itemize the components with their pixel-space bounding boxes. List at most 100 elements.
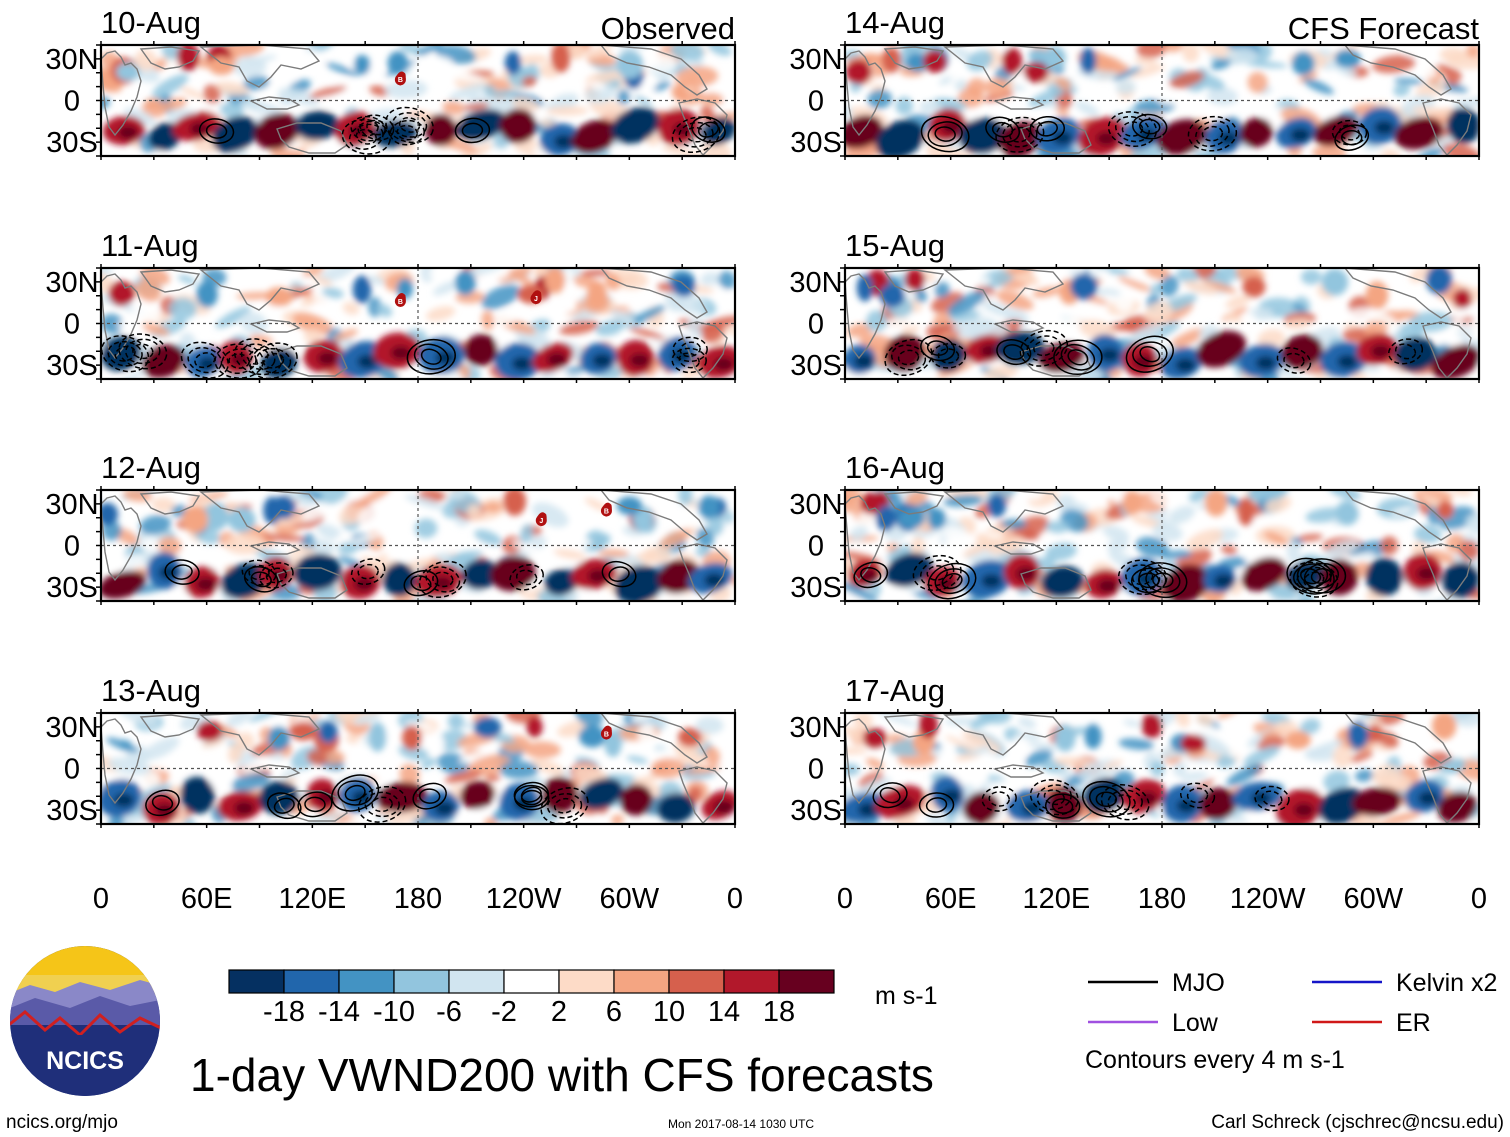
x-tick-label: 60W [1344, 883, 1404, 915]
x-tick-label: 60W [600, 883, 660, 915]
footer-timestamp: Mon 2017-08-14 1030 UTC [668, 1117, 814, 1131]
colorbar-swatch [393, 969, 450, 994]
storm-marker-label: J [539, 518, 543, 525]
colorbar-tick-label: -2 [491, 996, 517, 1028]
storm-marker-label: B [398, 77, 403, 84]
panel-date-label: 11-Aug [101, 228, 199, 263]
x-axes-layer: 0 60E 120E 180 120W 60W 0 0 60E 120E 180 120W 60W 0 [93, 883, 1487, 915]
y-tick-label: 30N [45, 489, 98, 521]
storm-marker-label: B [398, 299, 403, 306]
legend-label: Low [1172, 1009, 1219, 1037]
panel-date-label: 17-Aug [845, 673, 945, 708]
y-tick-label: 30S [790, 127, 842, 159]
colorbar-swatch [228, 969, 285, 994]
legend-label: Kelvin x2 [1396, 969, 1497, 997]
colorbar-swatch [503, 969, 560, 994]
panel-date-label: 15-Aug [845, 228, 945, 263]
contour-interval-note: Contours every 4 m s-1 [1085, 1046, 1345, 1074]
map-panel-12-Aug: J B 30N 0 30S [45, 486, 737, 605]
y-tick-label: 0 [808, 86, 824, 118]
colorbar-swatch [448, 969, 505, 994]
panel-date-label: 14-Aug [845, 5, 945, 40]
map-panel-13-Aug: B 30N 0 30S [45, 709, 737, 828]
x-tick-label: 120E [278, 883, 346, 915]
y-tick-label: 30S [46, 795, 98, 827]
colorbar-tick-label: -10 [373, 996, 415, 1028]
panel-date-label: 12-Aug [101, 450, 201, 485]
colorbar-tick-label: -6 [436, 996, 462, 1028]
x-tick-label: 180 [1138, 883, 1186, 915]
ncics-logo: NCICS [10, 946, 160, 1096]
y-tick-label: 30S [46, 572, 98, 604]
colorbar-swatch [778, 969, 835, 994]
y-tick-label: 0 [808, 754, 824, 786]
colorbar-tick-label: 6 [606, 996, 622, 1028]
legend-label: ER [1396, 1009, 1431, 1037]
colorbar-tick-label: 18 [763, 996, 795, 1028]
y-tick-label: 30N [789, 712, 842, 744]
column-label: Observed [601, 11, 735, 46]
y-tick-label: 30N [45, 267, 98, 299]
x-tick-label: 60E [925, 883, 977, 915]
colorbar-tick-label: 10 [653, 996, 685, 1028]
colorbar-tick-label: 2 [551, 996, 567, 1028]
colorbar-tick-label: 14 [708, 996, 740, 1028]
footer-url[interactable]: ncics.org/mjo [6, 1112, 118, 1133]
storm-marker-label: B [604, 508, 609, 515]
panel-date-label: 16-Aug [845, 450, 945, 485]
storm-marker: B [600, 725, 612, 740]
y-tick-label: 0 [64, 309, 80, 341]
x-tick-label: 0 [837, 883, 853, 915]
x-tick-label: 180 [394, 883, 442, 915]
x-tick-label: 0 [727, 883, 743, 915]
logo-text: NCICS [46, 1047, 124, 1075]
panel-date-label: 13-Aug [101, 673, 201, 708]
storm-marker-label: B [604, 731, 609, 738]
map-panel-11-Aug: B J 30N 0 30S [45, 264, 737, 383]
column-label: CFS Forecast [1288, 11, 1480, 46]
y-tick-label: 30N [789, 267, 842, 299]
storm-marker-label: J [534, 296, 538, 303]
storm-marker: B [394, 71, 406, 86]
colorbar-swatch [613, 969, 670, 994]
y-tick-label: 0 [808, 531, 824, 563]
storm-marker: J [535, 512, 547, 527]
colorbar-units-label: m s-1 [875, 982, 938, 1010]
x-tick-label: 120W [1230, 883, 1306, 915]
y-tick-label: 30S [790, 572, 842, 604]
y-tick-label: 30N [45, 712, 98, 744]
colorbar-swatch [283, 969, 340, 994]
colorbar-swatch [668, 969, 725, 994]
map-panel-17-Aug: 30N 0 30S [789, 709, 1481, 828]
y-tick-label: 30S [46, 350, 98, 382]
map-panel-16-Aug: 30N 0 30S [789, 486, 1481, 605]
figure-title: 1-day VWND200 with CFS forecasts [190, 1049, 934, 1101]
y-tick-label: 0 [808, 309, 824, 341]
map-panel-15-Aug: 30N 0 30S [789, 264, 1481, 383]
storm-marker: B [394, 293, 406, 308]
map-panel-10-Aug: B 30N 0 30S [45, 41, 737, 160]
storm-marker: J [530, 290, 542, 305]
y-tick-label: 30N [789, 489, 842, 521]
panel-date-label: 10-Aug [101, 5, 201, 40]
panels-layer: B 30N 0 30S 10-Aug Observed B J 30N 0 30S 11-Aug J B 3… [45, 5, 1481, 828]
storm-marker: B [600, 502, 612, 517]
colorbar-tick-label: -18 [263, 996, 305, 1028]
colorbar-swatch [723, 969, 780, 994]
y-tick-label: 30N [45, 44, 98, 76]
x-tick-label: 0 [93, 883, 109, 915]
colorbar: -18 -14 -10 -6 -2 2 6 10 14 18 [228, 969, 835, 1028]
colorbar-swatch [558, 969, 615, 994]
y-tick-label: 30S [790, 350, 842, 382]
y-tick-label: 30N [789, 44, 842, 76]
y-tick-label: 30S [46, 127, 98, 159]
y-tick-label: 0 [64, 531, 80, 563]
x-tick-label: 60E [181, 883, 233, 915]
legend-label: MJO [1172, 969, 1225, 997]
x-tick-label: 120E [1022, 883, 1090, 915]
colorbar-tick-label: -14 [318, 996, 360, 1028]
footer-author: Carl Schreck (cjschrec@ncsu.edu) [1211, 1112, 1504, 1133]
colorbar-swatch [338, 969, 395, 994]
x-tick-label: 120W [486, 883, 562, 915]
